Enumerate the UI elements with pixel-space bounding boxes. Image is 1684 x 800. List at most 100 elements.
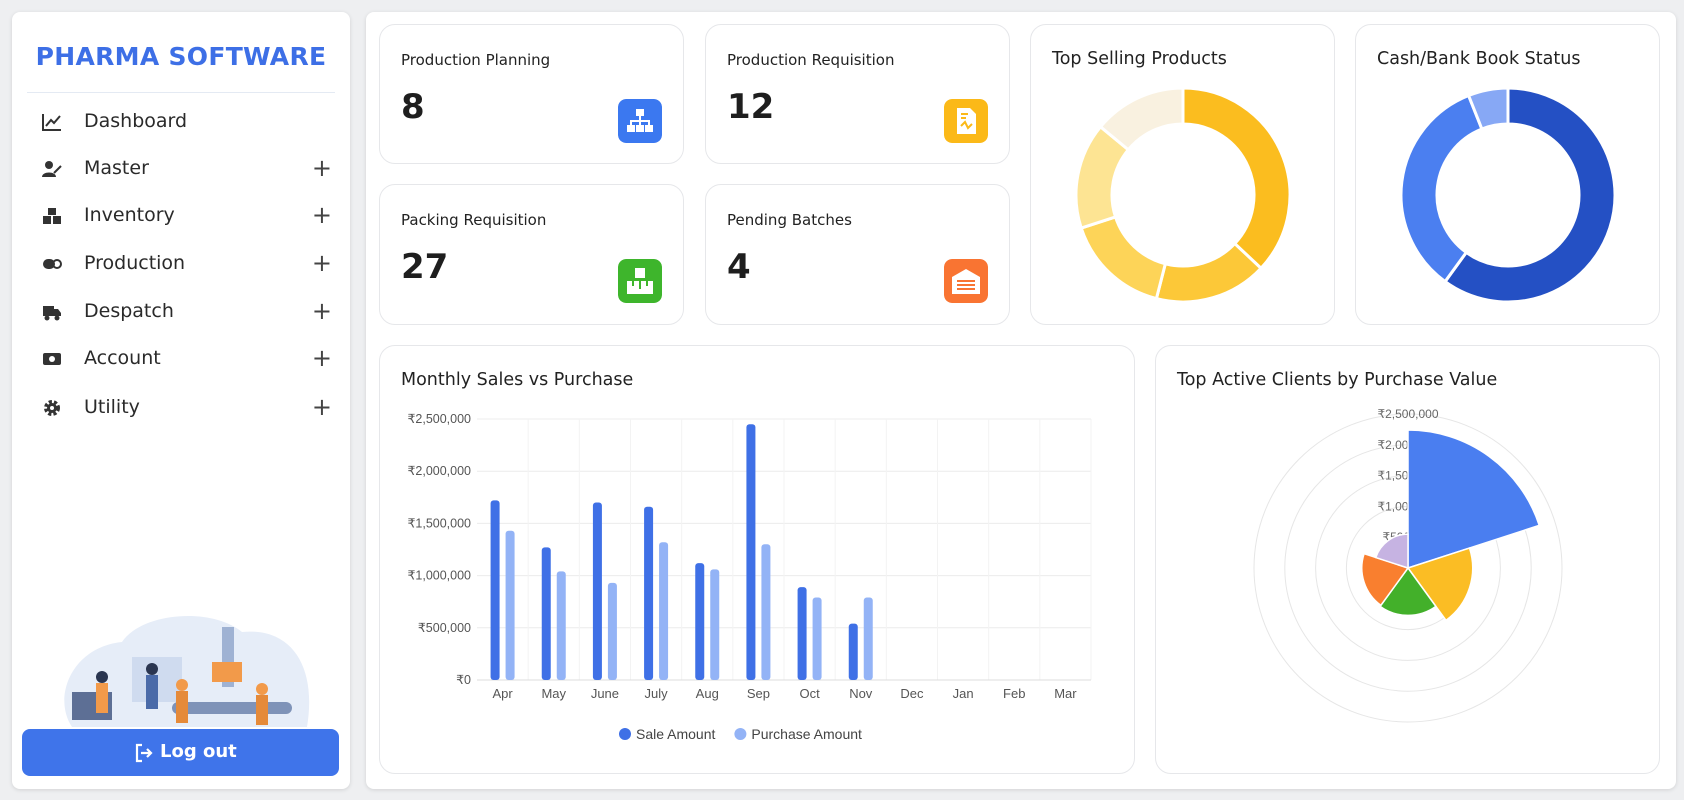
y-tick-label: ₹2,000,000 bbox=[407, 464, 471, 478]
expand-icon[interactable]: + bbox=[311, 249, 332, 277]
chart-card: Top Selling Products bbox=[1030, 24, 1335, 325]
stat-card[interactable]: Pending Batches 4 bbox=[705, 184, 1010, 325]
icon bbox=[43, 306, 61, 321]
polar-segment bbox=[1407, 429, 1541, 570]
doughnut-segment bbox=[1181, 86, 1292, 270]
menu-item[interactable]: Inventory + bbox=[42, 201, 332, 231]
bar bbox=[848, 623, 858, 680]
icon bbox=[43, 353, 61, 365]
bar bbox=[556, 571, 566, 680]
x-tick-label: July bbox=[645, 686, 669, 701]
card-value: 12 bbox=[727, 87, 775, 127]
x-tick-label: Feb bbox=[1003, 686, 1025, 701]
expand-icon[interactable]: + bbox=[311, 297, 332, 325]
icon bbox=[44, 400, 60, 416]
menu-label: Utility bbox=[84, 396, 140, 418]
menu-item[interactable]: Dashboard bbox=[42, 107, 332, 137]
expand-icon[interactable]: + bbox=[311, 393, 332, 421]
card-title: Production Requisition bbox=[727, 51, 895, 69]
x-tick-label: Jan bbox=[953, 686, 974, 701]
menu-item[interactable]: Account + bbox=[42, 344, 332, 374]
x-tick-label: Nov bbox=[849, 686, 873, 701]
x-tick-label: Aug bbox=[696, 686, 719, 701]
x-tick-label: Dec bbox=[900, 686, 924, 701]
logout-icon bbox=[135, 743, 153, 763]
legend-swatch bbox=[619, 728, 631, 740]
doughnut-segment bbox=[1154, 242, 1263, 304]
chart-card: Top Active Clients by Purchase Value ₹50… bbox=[1155, 345, 1660, 774]
y-tick-label: ₹1,500,000 bbox=[407, 516, 471, 530]
bar bbox=[490, 500, 500, 680]
bar bbox=[695, 563, 705, 680]
stat-card[interactable]: Packing Requisition 27 bbox=[379, 184, 684, 325]
polar-segment bbox=[1361, 552, 1410, 607]
menu-label: Account bbox=[84, 347, 161, 369]
chart-title: Cash/Bank Book Status bbox=[1377, 49, 1581, 69]
card-value: 27 bbox=[401, 247, 449, 287]
x-tick-label: Mar bbox=[1054, 686, 1077, 701]
menu-label: Dashboard bbox=[84, 110, 188, 132]
logout-button[interactable]: Log out bbox=[22, 729, 339, 776]
expand-icon[interactable]: + bbox=[311, 154, 332, 182]
bar bbox=[505, 530, 515, 680]
bar bbox=[710, 569, 720, 680]
x-tick-label: June bbox=[591, 686, 619, 701]
chart: ₹500,000₹1,000,000₹1,500,000₹2,000,000₹2… bbox=[1253, 407, 1563, 723]
y-tick-label: ₹0 bbox=[456, 673, 471, 687]
x-tick-label: May bbox=[541, 686, 566, 701]
bar bbox=[812, 597, 822, 680]
bar bbox=[863, 597, 873, 680]
x-tick-label: Apr bbox=[492, 686, 513, 701]
doughnut-segment bbox=[1443, 86, 1617, 304]
logout-label: Log out bbox=[160, 741, 237, 762]
bar bbox=[797, 587, 807, 680]
menu-label: Inventory bbox=[84, 204, 175, 226]
card-title: Production Planning bbox=[401, 51, 551, 69]
doughnut-segment bbox=[1099, 86, 1185, 152]
grid-circle bbox=[1253, 413, 1563, 723]
menu-item[interactable]: Production + bbox=[42, 249, 332, 279]
bar bbox=[746, 424, 756, 680]
icon bbox=[43, 208, 61, 224]
card-icon bbox=[944, 99, 988, 143]
card-icon bbox=[618, 99, 662, 143]
icon bbox=[43, 259, 62, 269]
expand-icon[interactable]: + bbox=[311, 344, 332, 372]
stat-card[interactable]: Production Planning 8 bbox=[379, 24, 684, 164]
menu-item[interactable]: Despatch + bbox=[42, 297, 332, 327]
menu-item[interactable]: Utility + bbox=[42, 393, 332, 423]
menu-item[interactable]: Master + bbox=[42, 154, 332, 184]
x-tick-label: Oct bbox=[799, 686, 820, 701]
r-tick-label: ₹2,500,000 bbox=[1377, 407, 1438, 421]
card-title: Packing Requisition bbox=[401, 211, 547, 229]
sidebar: PHARMA SOFTWARE Dashboard Master + Inven… bbox=[12, 12, 350, 789]
polar-segment bbox=[1379, 566, 1437, 617]
bar bbox=[644, 506, 654, 680]
expand-icon[interactable]: + bbox=[311, 201, 332, 229]
separator bbox=[27, 92, 335, 93]
card-value: 8 bbox=[401, 87, 425, 127]
chart-card: Cash/Bank Book Status bbox=[1355, 24, 1660, 325]
card-icon bbox=[618, 259, 662, 303]
bar bbox=[607, 582, 617, 680]
bar bbox=[541, 547, 551, 680]
icon bbox=[42, 114, 61, 131]
menu-label: Despatch bbox=[84, 300, 174, 322]
y-tick-label: ₹500,000 bbox=[418, 621, 471, 635]
brand: PHARMA SOFTWARE bbox=[35, 42, 327, 71]
illustration bbox=[64, 615, 310, 727]
icon bbox=[42, 161, 62, 177]
card-value: 4 bbox=[727, 247, 751, 287]
bar bbox=[761, 544, 771, 680]
legend-label: Sale Amount bbox=[636, 726, 715, 742]
y-tick-label: ₹1,000,000 bbox=[407, 569, 471, 583]
polar-segment bbox=[1406, 547, 1474, 622]
doughnut-segment bbox=[1079, 215, 1167, 301]
x-tick-label: Sep bbox=[747, 686, 770, 701]
chart bbox=[1399, 86, 1617, 304]
stat-card[interactable]: Production Requisition 12 bbox=[705, 24, 1010, 164]
card-icon bbox=[944, 259, 988, 303]
bar bbox=[592, 502, 602, 680]
chart-card: Monthly Sales vs Purchase ₹0 ₹500,000 ₹1,0… bbox=[379, 345, 1135, 774]
